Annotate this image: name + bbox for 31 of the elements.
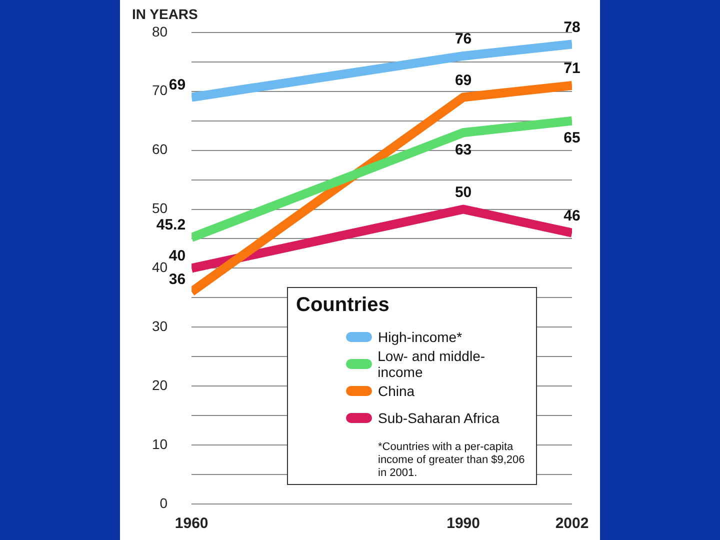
y-axis-title: IN YEARS (132, 6, 198, 22)
y-tick-label: 60 (152, 141, 168, 158)
annotation: *Countries with a per-capita income of greater than $9,206 in 2001. (377, 441, 526, 480)
data-label: 45.2 (156, 216, 186, 234)
data-label: 36 (168, 270, 186, 288)
y-tick-label: 50 (152, 200, 168, 216)
y-tick-label: 10 (152, 436, 168, 452)
y-tick-label: 30 (152, 318, 168, 334)
data-label: 40 (168, 247, 186, 264)
data-label: 46 (564, 207, 580, 224)
legend-label: Sub-Saharan Africa (378, 410, 500, 426)
data-label: 50 (454, 184, 472, 201)
data-label: 76 (454, 30, 472, 48)
y-tick-label: 20 (152, 376, 168, 393)
y-tick-label: 40 (152, 259, 168, 276)
legend-label: Low- and middle-income (378, 348, 486, 380)
legend-label: China (378, 382, 415, 398)
legend-title: Countries (296, 294, 390, 317)
data-label: 69 (454, 72, 472, 89)
x-tick-label: 1990 (446, 515, 480, 532)
y-tick-label: 80 (152, 23, 168, 40)
data-label: 63 (454, 141, 472, 158)
y-tick-label: 70 (152, 82, 168, 98)
x-tick-label: 2002 (555, 515, 589, 532)
legend-label: High-income* (378, 328, 462, 344)
data-label: 71 (564, 60, 580, 78)
y-tick-label: 0 (160, 494, 168, 511)
data-label: 65 (564, 129, 580, 146)
x-tick-label: 1960 (174, 515, 208, 532)
data-label: 69 (168, 76, 186, 94)
data-label: 78 (564, 18, 580, 36)
